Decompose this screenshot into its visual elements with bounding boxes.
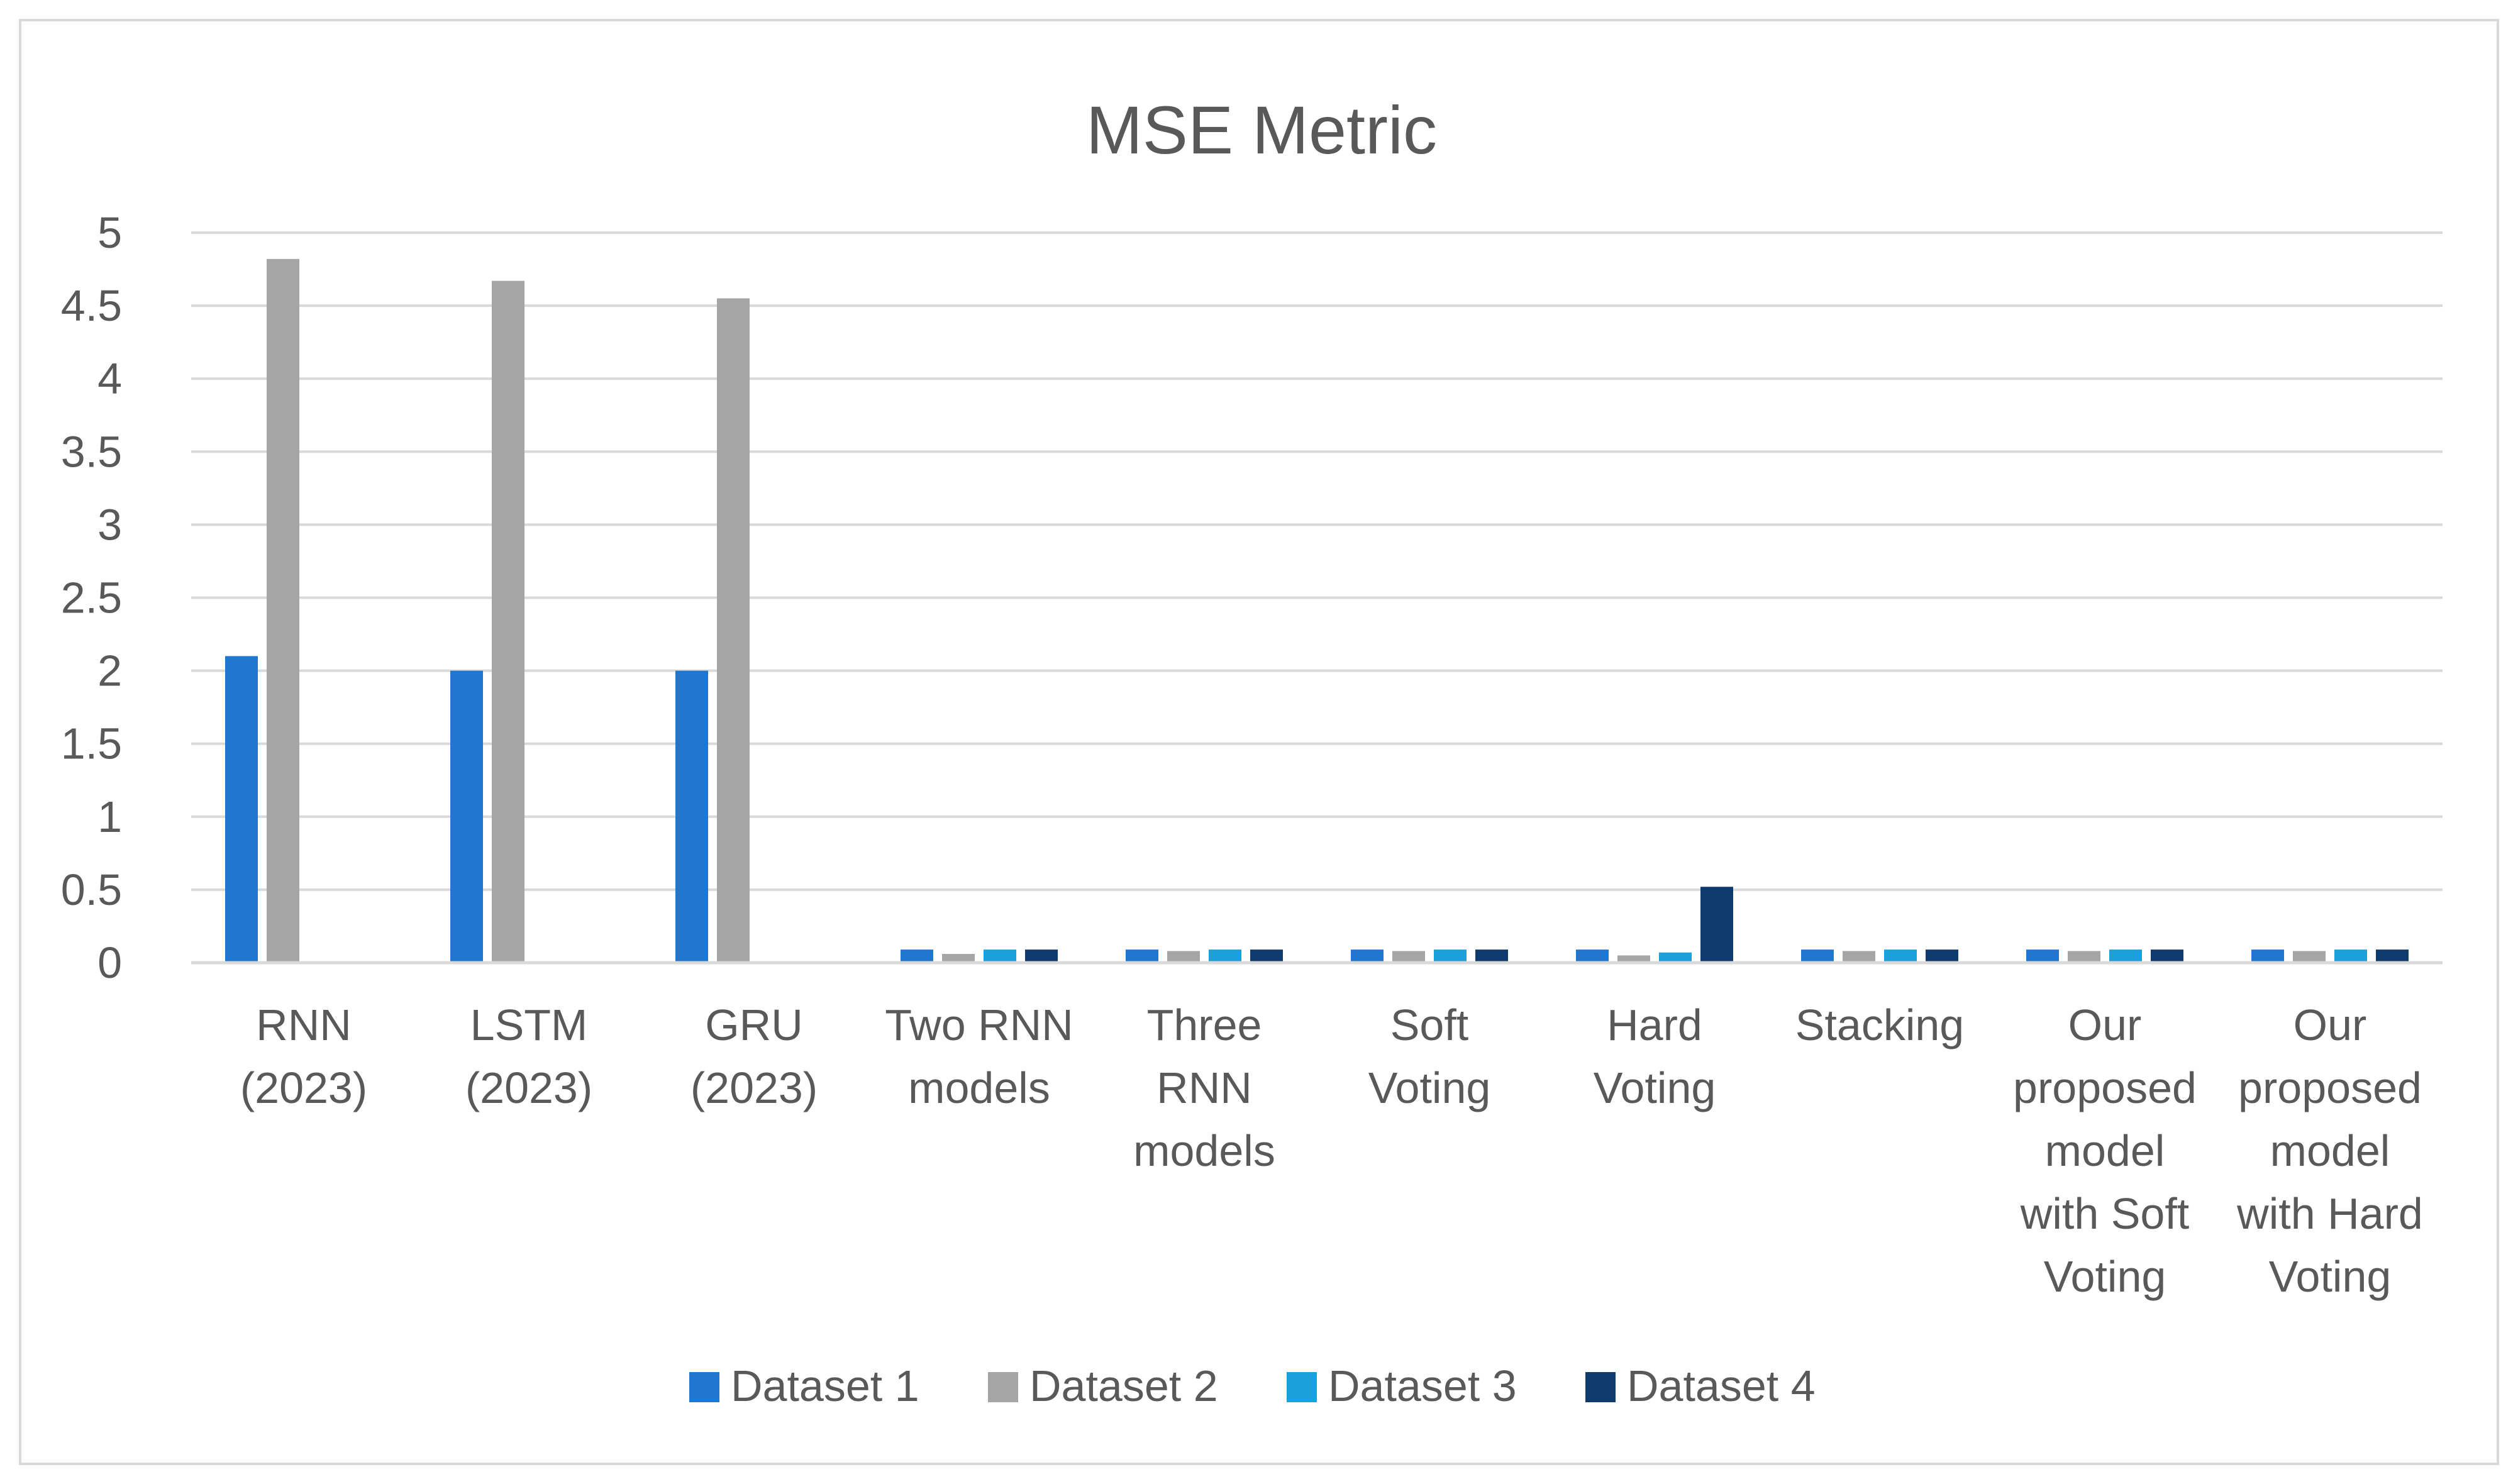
x-category-label: Soft Voting [1368, 1000, 1491, 1112]
bars [225, 258, 2409, 963]
bar-dataset-3 [984, 950, 1016, 963]
bar-dataset-2 [2293, 951, 2326, 963]
chart-frame: MSE Metric 0 0.5 1 1.5 2 2.5 3 3.5 4 4.5 5 RNN (202… [19, 19, 2499, 1465]
gridlines [191, 231, 2443, 964]
bar-dataset-1 [2026, 950, 2059, 963]
legend-swatch [1287, 1372, 1317, 1402]
bar-dataset-2 [1617, 955, 1650, 963]
y-tick-label: 0 [97, 938, 122, 987]
bar-dataset-1 [1801, 950, 1834, 963]
legend-label: Dataset 4 [1627, 1361, 1816, 1410]
x-category-label: Stacking [1795, 1000, 1964, 1049]
bar-dataset-2 [1167, 951, 1200, 963]
bar-dataset-4 [1926, 950, 1958, 963]
y-tick-label: 2.5 [61, 573, 122, 623]
bar-dataset-1 [1576, 950, 1609, 963]
bar-dataset-1 [901, 950, 933, 963]
bar-dataset-1 [225, 656, 258, 963]
bar-dataset-2 [942, 954, 975, 963]
legend-label: Dataset 3 [1328, 1361, 1517, 1410]
bar-dataset-2 [717, 298, 750, 963]
y-tick-label: 0.5 [61, 865, 122, 914]
bar-dataset-2 [2068, 951, 2100, 963]
bar-dataset-3 [2334, 950, 2367, 963]
bar-dataset-1 [450, 670, 483, 963]
legend-swatch [988, 1372, 1018, 1402]
chart-title: MSE Metric [1086, 92, 1437, 168]
bar-dataset-2 [1843, 951, 1875, 963]
y-tick-label: 1 [97, 792, 122, 841]
bar-dataset-4 [2376, 950, 2409, 963]
legend: Dataset 1 Dataset 2 Dataset 3 Dataset 4 [689, 1361, 1816, 1410]
x-category-label: Our proposed model with Hard Voting [2236, 1000, 2423, 1301]
bar-dataset-1 [1351, 950, 1384, 963]
bar-dataset-4 [1475, 950, 1508, 963]
legend-swatch [689, 1372, 719, 1402]
bar-dataset-3 [2109, 950, 2142, 963]
bar-dataset-1 [1126, 950, 1158, 963]
bar-dataset-4 [1250, 950, 1283, 963]
bar-dataset-1 [675, 670, 708, 963]
legend-swatch [1585, 1372, 1616, 1402]
x-category-label: Two RNN models [885, 1000, 1073, 1112]
bar-dataset-3 [1659, 952, 1692, 963]
y-tick-label: 4.5 [61, 281, 122, 330]
bar-dataset-4 [1700, 887, 1733, 963]
y-axis-ticks: 0 0.5 1 1.5 2 2.5 3 3.5 4 4.5 5 [61, 208, 122, 987]
y-tick-label: 1.5 [61, 719, 122, 768]
y-tick-label: 4 [97, 354, 122, 403]
y-tick-label: 3 [97, 500, 122, 549]
bar-dataset-4 [2151, 950, 2183, 963]
bar-dataset-2 [267, 258, 299, 963]
bar-dataset-3 [1434, 950, 1467, 963]
bar-dataset-3 [1884, 950, 1917, 963]
bar-dataset-2 [1392, 951, 1425, 963]
bar-dataset-3 [1209, 950, 1241, 963]
legend-label: Dataset 1 [731, 1361, 919, 1410]
x-category-label: LSTM (2023) [465, 1000, 592, 1112]
bar-dataset-1 [2251, 950, 2284, 963]
x-category-label: RNN (2023) [240, 1000, 367, 1112]
legend-label: Dataset 2 [1029, 1361, 1218, 1410]
bar-dataset-2 [492, 280, 524, 963]
bar-dataset-4 [1025, 950, 1058, 963]
mse-chart: MSE Metric 0 0.5 1 1.5 2 2.5 3 3.5 4 4.5 5 RNN (202… [61, 92, 2443, 1410]
x-category-label: Three RNN models [1133, 1000, 1275, 1175]
x-category-label: Hard Voting [1594, 1000, 1716, 1112]
y-tick-label: 2 [97, 646, 122, 695]
y-tick-label: 5 [97, 208, 122, 257]
x-category-label: GRU (2023) [691, 1000, 818, 1112]
x-category-label: Our proposed model with Soft Voting [2013, 1000, 2197, 1301]
x-axis: RNN (2023) LSTM (2023) GRU (2023) Two RNN model… [191, 961, 2443, 1301]
y-tick-label: 3.5 [61, 427, 122, 476]
